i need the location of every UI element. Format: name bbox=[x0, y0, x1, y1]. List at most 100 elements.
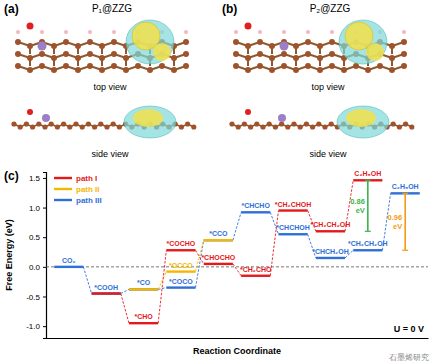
level-label: *CHCHOH bbox=[276, 224, 309, 231]
hydrogen-atom bbox=[282, 30, 286, 34]
carbon-atom bbox=[273, 124, 278, 129]
y-tick: 0.5 bbox=[29, 233, 46, 242]
carbon-atom bbox=[15, 51, 21, 57]
y-tick: -0.5 bbox=[26, 293, 46, 302]
carbon-atom bbox=[63, 39, 69, 45]
level-label: C₂H₅OH bbox=[392, 183, 419, 190]
charge-density bbox=[153, 43, 171, 61]
carbon-atom bbox=[285, 124, 290, 129]
annotation: U = 0 V bbox=[394, 324, 424, 334]
carbon-atom bbox=[179, 124, 184, 129]
legend-swatch bbox=[54, 177, 72, 179]
carbon-atom bbox=[123, 55, 129, 61]
carbon-atom bbox=[183, 63, 189, 69]
carbon-atom bbox=[92, 124, 97, 129]
carbon-atom bbox=[111, 51, 117, 57]
gap-label: 0.86eV bbox=[350, 197, 365, 215]
carbon-atom bbox=[147, 67, 153, 73]
energy-level bbox=[241, 211, 270, 213]
carbon-atom bbox=[67, 124, 72, 129]
level-label: *OCCO bbox=[169, 262, 193, 269]
carbon-atom bbox=[75, 43, 81, 49]
carbon-atom bbox=[80, 124, 85, 129]
level-label: C₂H₅OH bbox=[354, 170, 381, 177]
carbon-atom bbox=[329, 121, 334, 126]
carbon-atom bbox=[257, 39, 263, 45]
carbon-atom bbox=[353, 63, 359, 69]
panel-label: (a) bbox=[4, 2, 19, 16]
phosphorus-atom bbox=[38, 42, 47, 51]
panel-title: P₂@ZZG bbox=[310, 3, 351, 14]
carbon-atom bbox=[248, 124, 253, 129]
carbon-atom bbox=[111, 39, 117, 45]
level-labels: CO₂*COOH*CO*COCO*CCO*CHCHO*CHCHOH*CHCH₂O… bbox=[62, 170, 419, 320]
connector bbox=[121, 289, 129, 293]
carbon-atom bbox=[39, 51, 45, 57]
energy-level bbox=[129, 322, 158, 324]
carbon-atom bbox=[27, 43, 33, 49]
y-tick-mark bbox=[43, 267, 46, 268]
energy-level bbox=[278, 209, 307, 211]
energy-level bbox=[92, 292, 121, 294]
level-label: *CH₂CHO bbox=[240, 266, 272, 273]
carbon-atom bbox=[75, 67, 81, 73]
carbon-atom bbox=[24, 121, 29, 126]
carbon-atom bbox=[365, 67, 371, 73]
gap-bracket-cap bbox=[402, 250, 408, 251]
legend-label: path III bbox=[76, 196, 102, 205]
y-tick: 1.0 bbox=[29, 204, 46, 213]
connector bbox=[270, 211, 278, 276]
oxygen-atom bbox=[27, 109, 33, 115]
carbon-atom bbox=[267, 121, 272, 126]
carbon-atom bbox=[298, 124, 303, 129]
y-tick-label: 0.5 bbox=[29, 233, 41, 242]
carbon-atom bbox=[329, 63, 335, 69]
view-label: top view bbox=[93, 82, 127, 92]
panel-title: P₁@ZZG bbox=[92, 3, 132, 14]
charge-density bbox=[124, 106, 176, 138]
charge-density bbox=[126, 20, 174, 64]
carbon-atom bbox=[233, 39, 239, 45]
x-axis-line bbox=[47, 338, 429, 339]
carbon-atom bbox=[245, 67, 251, 73]
carbon-atom bbox=[30, 124, 35, 129]
oxygen-atom bbox=[245, 23, 252, 30]
carbon-atom bbox=[183, 39, 189, 45]
carbon-atom bbox=[123, 67, 129, 73]
level-label: *CO bbox=[137, 279, 151, 286]
gap-bracket-cap bbox=[365, 180, 371, 181]
y-tick-mark bbox=[43, 178, 46, 179]
carbon-atom bbox=[87, 39, 93, 45]
energy-level bbox=[129, 288, 158, 290]
energy-level bbox=[316, 230, 345, 232]
legend-swatch bbox=[54, 188, 72, 190]
connector bbox=[158, 250, 166, 323]
carbon-atom bbox=[293, 67, 299, 73]
view-label: top view bbox=[311, 82, 345, 92]
gap-bracket-cap bbox=[402, 193, 408, 194]
top-view-structure bbox=[233, 20, 407, 73]
level-label: *COCHO bbox=[167, 240, 196, 247]
carbon-atom bbox=[305, 63, 311, 69]
x-axis-title: Reaction Coordinate bbox=[193, 346, 281, 356]
annotations: 0.86eV0.96eVU = 0 V bbox=[350, 180, 424, 334]
gap-bracket bbox=[404, 193, 406, 250]
hydrogen-atom bbox=[184, 30, 188, 34]
charge-density bbox=[339, 20, 387, 64]
level-label: *CH₂CHOH bbox=[275, 201, 312, 208]
gap-bracket-cap bbox=[365, 231, 371, 232]
side-view-structure bbox=[11, 106, 196, 138]
carbon-atom bbox=[63, 63, 69, 69]
view-label: side view bbox=[309, 149, 347, 159]
energy-level bbox=[92, 292, 121, 294]
carbon-atom bbox=[279, 121, 284, 126]
energy-level bbox=[166, 249, 195, 251]
level-label: CO₂ bbox=[62, 257, 76, 264]
charge-density bbox=[133, 109, 163, 127]
carbon-atom bbox=[233, 51, 239, 57]
level-label: *COOH bbox=[94, 284, 118, 291]
legend-swatch bbox=[54, 199, 72, 201]
carbon-atom bbox=[397, 124, 402, 129]
carbon-atom bbox=[236, 124, 241, 129]
y-tick: 0.0 bbox=[29, 263, 46, 272]
